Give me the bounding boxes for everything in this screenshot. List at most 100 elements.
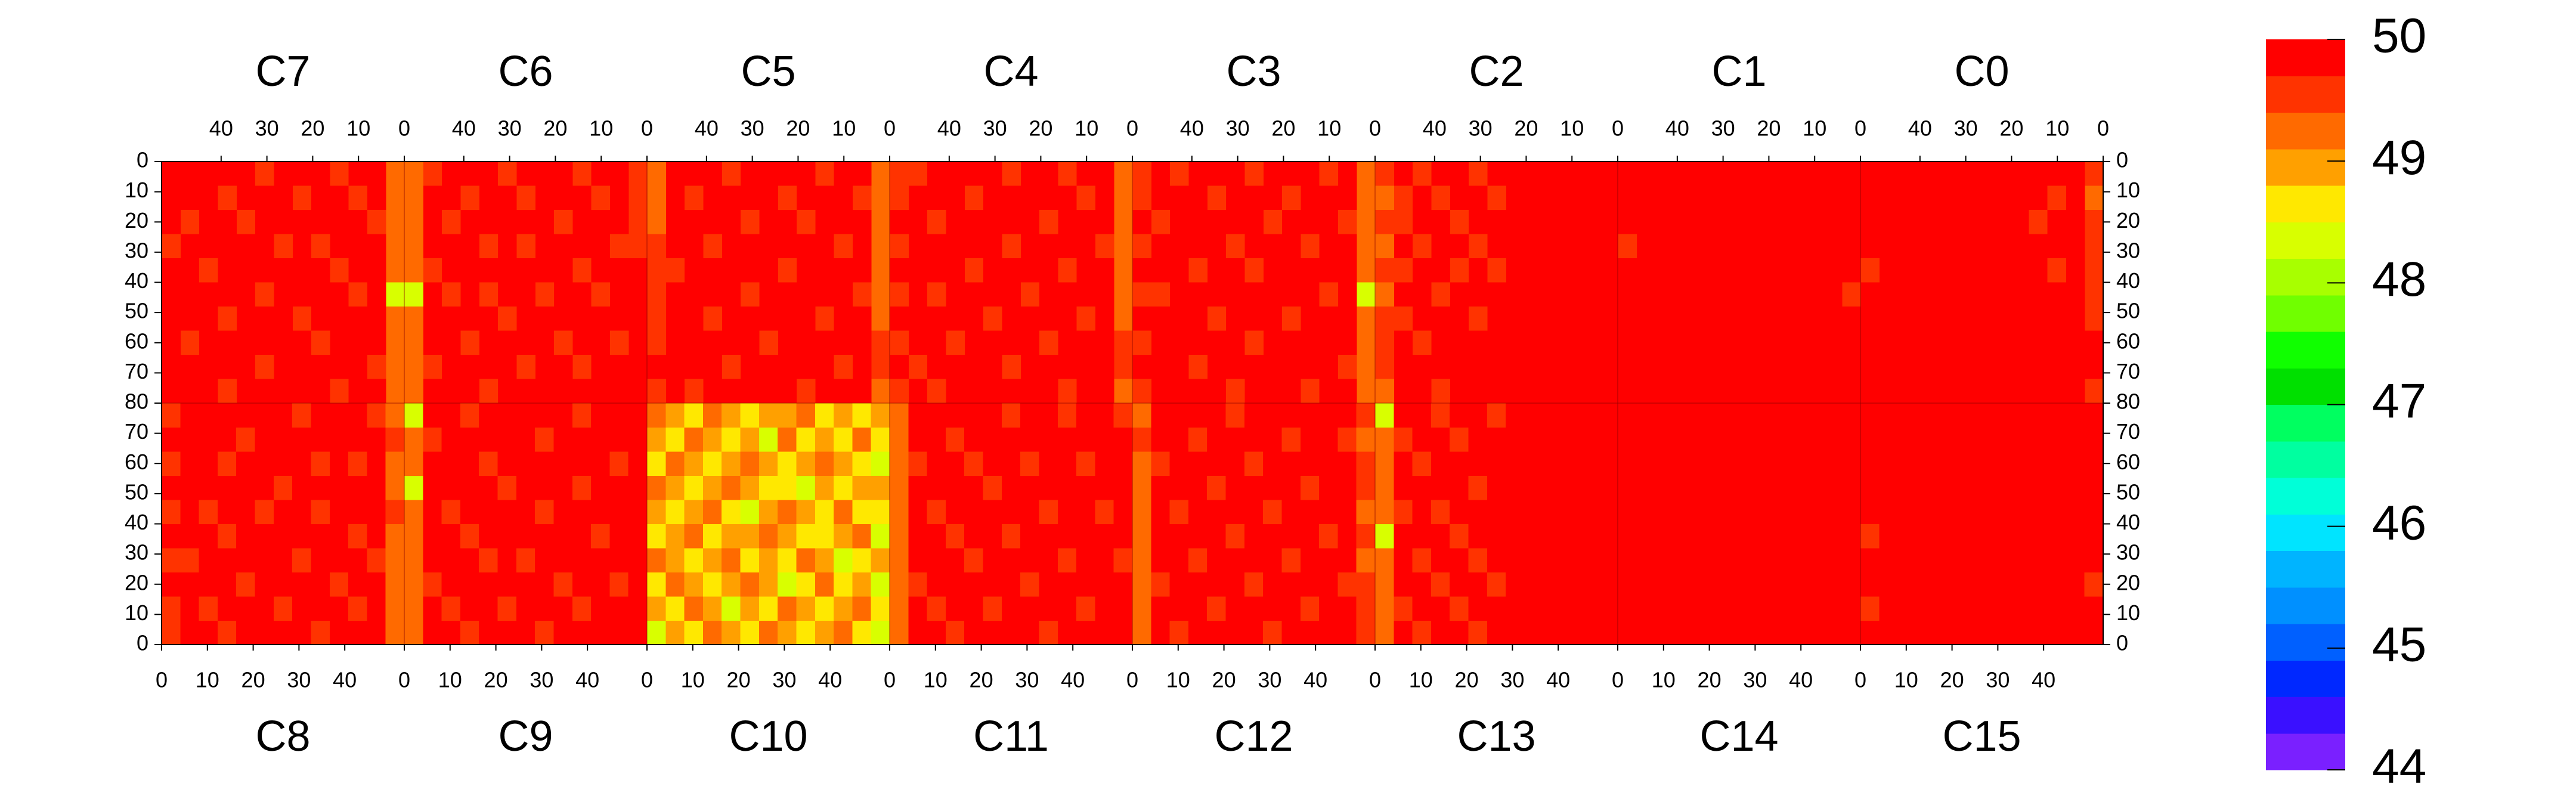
heatmap-cell <box>441 524 461 549</box>
heatmap-cell <box>292 162 312 187</box>
heatmap-cell <box>1020 258 1040 283</box>
heatmap-cell <box>292 355 312 380</box>
heatmap-cell <box>665 548 685 573</box>
heatmap-cell <box>1319 596 1338 621</box>
heatmap-cell <box>553 355 573 380</box>
heatmap-cell <box>1879 524 1899 549</box>
x-tick-label: 0 <box>1612 668 1624 692</box>
heatmap-cell <box>367 620 386 645</box>
heatmap-cell <box>479 330 499 355</box>
heatmap-cell <box>1225 162 1245 187</box>
heatmap-cell <box>647 451 666 476</box>
heatmap-cell <box>647 500 666 525</box>
heatmap-cell <box>236 379 256 404</box>
heatmap-cell <box>1618 258 1637 283</box>
heatmap-cell <box>871 210 890 235</box>
heatmap-cell <box>2084 596 2104 621</box>
y-tick-label: 60 <box>2116 329 2140 353</box>
heatmap-cell <box>1916 548 1936 573</box>
heatmap-cell <box>871 234 890 259</box>
heatmap-cell <box>908 162 928 187</box>
heatmap-cell <box>1860 330 1880 355</box>
heatmap-cell <box>628 620 648 645</box>
y-tick-label: 20 <box>2116 208 2140 233</box>
heatmap-cell <box>628 475 648 500</box>
heatmap-cell <box>1785 307 1805 332</box>
heatmap-cell <box>983 427 1002 452</box>
heatmap-cell <box>1562 451 1581 476</box>
heatmap-cell <box>1319 500 1338 525</box>
heatmap-cell <box>834 572 853 597</box>
heatmap-cell <box>609 403 629 428</box>
heatmap-cell <box>1860 451 1880 476</box>
heatmap-cell <box>647 524 666 549</box>
heatmap-cell <box>702 427 722 452</box>
heatmap-cell <box>535 596 555 621</box>
heatmap-cell <box>1953 307 1973 332</box>
y-tick-label: 30 <box>125 238 148 262</box>
heatmap-cell <box>1244 282 1264 307</box>
heatmap-cell <box>1580 524 1600 549</box>
heatmap-cell <box>609 620 629 645</box>
heatmap-cell <box>479 355 499 380</box>
heatmap-cell <box>385 500 405 525</box>
heatmap-cell <box>1244 524 1264 549</box>
heatmap-cell <box>1916 379 1936 404</box>
heatmap-cell <box>348 210 367 235</box>
heatmap-cell <box>311 282 330 307</box>
heatmap-cell <box>927 307 946 332</box>
x-tick-label: 20 <box>1455 668 1479 692</box>
heatmap-cell <box>1450 572 1469 597</box>
heatmap-cell <box>1319 258 1338 283</box>
heatmap-cell <box>1991 258 2011 283</box>
heatmap-cell <box>1263 162 1283 187</box>
heatmap-cell <box>1356 379 1376 404</box>
x-tick-label: 20 <box>786 116 810 141</box>
heatmap-cell <box>1412 403 1432 428</box>
heatmap-cell <box>479 548 499 573</box>
heatmap-cell <box>1207 307 1227 332</box>
heatmap-cell <box>367 307 386 332</box>
heatmap-cell <box>385 330 405 355</box>
heatmap-cell <box>1113 330 1133 355</box>
chip-label: C0 <box>1954 48 2009 95</box>
heatmap-cell <box>927 451 946 476</box>
heatmap-cell <box>1132 427 1151 452</box>
heatmap-cell <box>871 451 890 476</box>
heatmap-cell <box>1207 451 1227 476</box>
heatmap-cell <box>647 620 666 645</box>
heatmap-cell <box>1841 403 1861 428</box>
heatmap-cell <box>1543 596 1562 621</box>
heatmap-cell <box>1804 596 1823 621</box>
colorbar-band <box>2266 295 2345 332</box>
heatmap-cell <box>2010 620 2029 645</box>
heatmap-cell <box>1935 234 1955 259</box>
heatmap-cell <box>815 234 834 259</box>
heatmap-cell <box>1823 596 1843 621</box>
heatmap-cell <box>236 282 256 307</box>
heatmap-cell <box>460 500 479 525</box>
heatmap-cell <box>1804 475 1823 500</box>
heatmap-cell <box>1580 475 1600 500</box>
heatmap-cell <box>441 596 461 621</box>
heatmap-cell <box>1972 596 1992 621</box>
x-tick-label: 10 <box>1560 116 1584 141</box>
heatmap-cell <box>1020 451 1040 476</box>
heatmap-cell <box>1319 379 1338 404</box>
heatmap-cell <box>479 451 499 476</box>
heatmap-cell <box>2084 451 2104 476</box>
heatmap-cell <box>2066 355 2085 380</box>
heatmap-cell <box>815 427 834 452</box>
heatmap-cell <box>647 330 666 355</box>
heatmap-cell <box>2047 475 2066 500</box>
heatmap-cell <box>2047 234 2066 259</box>
heatmap-cell <box>1300 403 1320 428</box>
heatmap-cell <box>2010 427 2029 452</box>
heatmap-cell <box>1225 185 1245 210</box>
heatmap-cell <box>1188 451 1208 476</box>
heatmap-cell <box>1188 307 1208 332</box>
x-tick-label: 40 <box>2032 668 2055 692</box>
heatmap-cell <box>1300 234 1320 259</box>
heatmap-cell <box>1095 451 1114 476</box>
heatmap-cell <box>834 234 853 259</box>
